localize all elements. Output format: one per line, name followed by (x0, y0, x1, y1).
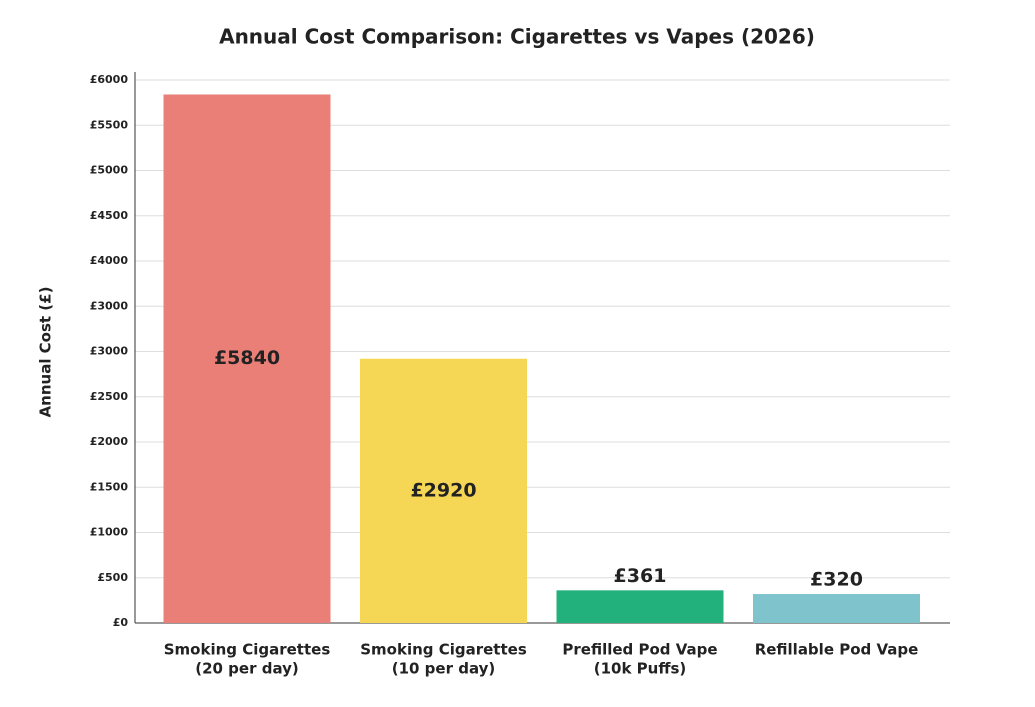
x-tick-label: Refillable Pod Vape (755, 641, 919, 659)
y-tick-label: £2500 (90, 390, 129, 403)
x-tick-label: (10k Puffs) (594, 660, 687, 678)
chart-title: Annual Cost Comparison: Cigarettes vs Va… (219, 25, 815, 49)
y-tick-label: £4000 (90, 254, 129, 267)
y-tick-label: £2000 (90, 435, 129, 448)
y-tick-label: £5500 (90, 118, 129, 131)
y-axis-label: Annual Cost (£) (37, 287, 55, 418)
value-label: £2920 (410, 479, 476, 501)
bar (556, 590, 724, 623)
x-tick-label: Smoking Cigarettes (360, 641, 527, 659)
y-tick-label: £5000 (90, 164, 129, 177)
value-label: £5840 (214, 347, 280, 369)
y-tick-label: £3000 (90, 345, 129, 358)
bar (163, 94, 331, 624)
y-tick-label: £1500 (90, 480, 129, 493)
y-tick-label: £3000 (90, 299, 129, 312)
bar (753, 594, 920, 623)
y-tick-label: £500 (97, 571, 128, 584)
y-tick-label: £6000 (90, 73, 129, 86)
x-tick-label: (10 per day) (392, 660, 496, 678)
value-label: £361 (614, 565, 667, 587)
x-tick-label: (20 per day) (195, 660, 299, 678)
y-tick-label: £4500 (90, 209, 129, 222)
bar (360, 358, 527, 623)
value-label: £320 (810, 569, 863, 591)
y-tick-label: £0 (113, 616, 129, 629)
x-tick-label: Prefilled Pod Vape (562, 641, 717, 659)
y-tick-label: £1000 (90, 526, 129, 539)
x-tick-label: Smoking Cigarettes (164, 641, 331, 659)
